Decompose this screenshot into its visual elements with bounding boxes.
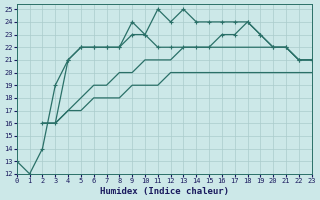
X-axis label: Humidex (Indice chaleur): Humidex (Indice chaleur)	[100, 187, 229, 196]
